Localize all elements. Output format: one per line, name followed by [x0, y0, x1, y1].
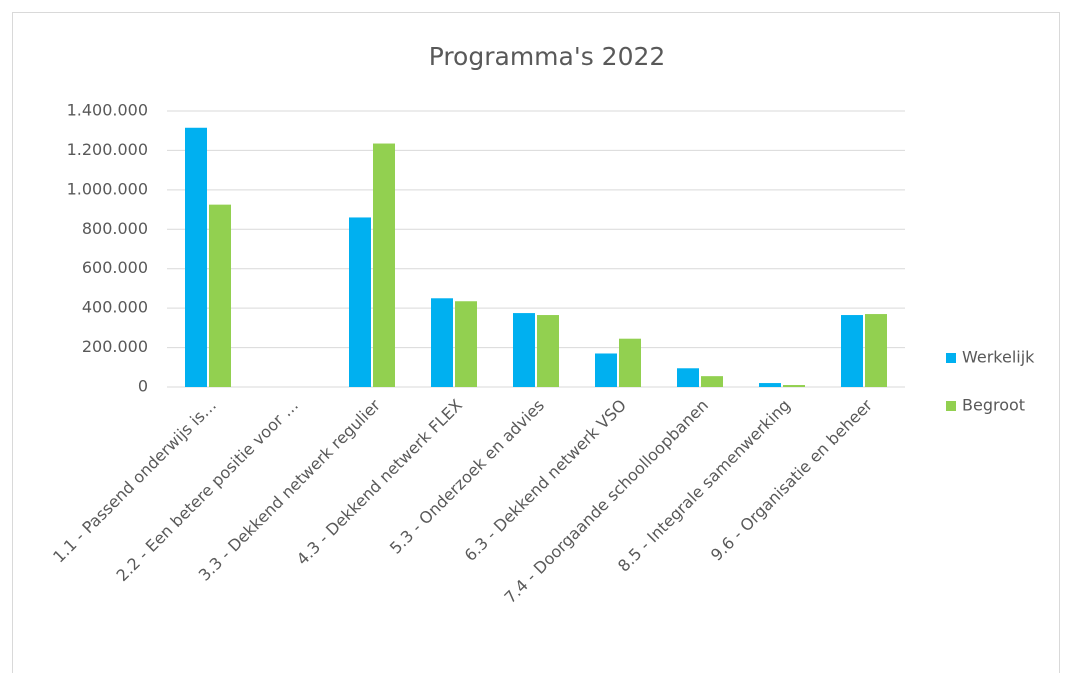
y-tick-label: 800.000	[82, 219, 148, 238]
bar	[537, 315, 559, 387]
chart-title: Programma's 2022	[429, 42, 666, 71]
y-tick-label: 1.000.000	[67, 179, 148, 198]
bar	[513, 313, 535, 387]
bar	[595, 353, 617, 387]
bar	[865, 314, 887, 387]
legend-swatch	[946, 401, 956, 411]
bar	[431, 298, 453, 387]
y-tick-label: 1.200.000	[67, 140, 148, 159]
y-tick-label: 0	[138, 377, 148, 396]
bar	[677, 368, 699, 387]
bar	[373, 143, 395, 387]
bar	[209, 204, 231, 387]
y-tick-label: 600.000	[82, 258, 148, 277]
y-tick-label: 1.400.000	[67, 101, 148, 120]
bar	[841, 315, 863, 387]
bar	[349, 217, 371, 387]
y-tick-label: 200.000	[82, 337, 148, 356]
bar	[759, 383, 781, 387]
y-tick-label: 400.000	[82, 298, 148, 317]
bar	[783, 385, 805, 387]
bar	[701, 376, 723, 387]
legend-label: Werkelijk	[962, 348, 1035, 367]
bar	[619, 338, 641, 387]
legend-label: Begroot	[962, 396, 1025, 415]
bar	[455, 301, 477, 387]
bar	[185, 127, 207, 387]
legend-swatch	[946, 353, 956, 363]
